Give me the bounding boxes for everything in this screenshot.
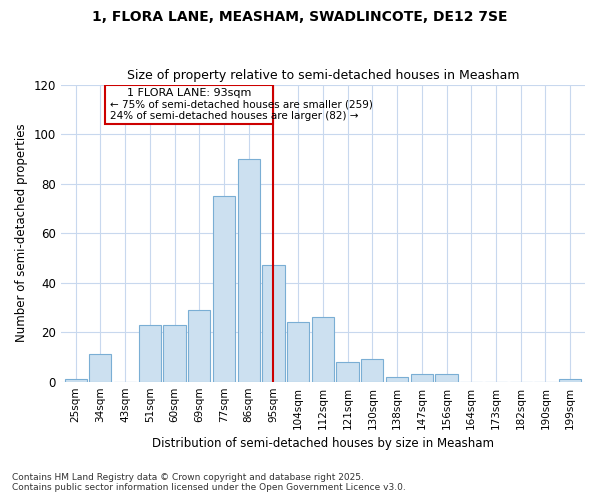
- Bar: [386, 376, 408, 382]
- Bar: [213, 196, 235, 382]
- Bar: [361, 360, 383, 382]
- Bar: [238, 159, 260, 382]
- Text: 24% of semi-detached houses are larger (82) →: 24% of semi-detached houses are larger (…: [110, 110, 359, 120]
- Bar: [312, 318, 334, 382]
- Bar: [337, 362, 359, 382]
- Bar: [89, 354, 112, 382]
- Bar: [163, 324, 185, 382]
- Text: ← 75% of semi-detached houses are smaller (259): ← 75% of semi-detached houses are smalle…: [110, 100, 373, 110]
- X-axis label: Distribution of semi-detached houses by size in Measham: Distribution of semi-detached houses by …: [152, 437, 494, 450]
- Bar: [287, 322, 309, 382]
- Bar: [262, 266, 284, 382]
- Bar: [436, 374, 458, 382]
- Bar: [139, 324, 161, 382]
- Bar: [65, 379, 87, 382]
- Text: 1 FLORA LANE: 93sqm: 1 FLORA LANE: 93sqm: [127, 88, 251, 99]
- Bar: [559, 379, 581, 382]
- Bar: [188, 310, 211, 382]
- FancyBboxPatch shape: [105, 84, 274, 124]
- Text: Contains HM Land Registry data © Crown copyright and database right 2025.
Contai: Contains HM Land Registry data © Crown c…: [12, 473, 406, 492]
- Title: Size of property relative to semi-detached houses in Measham: Size of property relative to semi-detach…: [127, 69, 519, 82]
- Y-axis label: Number of semi-detached properties: Number of semi-detached properties: [15, 124, 28, 342]
- Text: 1, FLORA LANE, MEASHAM, SWADLINCOTE, DE12 7SE: 1, FLORA LANE, MEASHAM, SWADLINCOTE, DE1…: [92, 10, 508, 24]
- Bar: [410, 374, 433, 382]
